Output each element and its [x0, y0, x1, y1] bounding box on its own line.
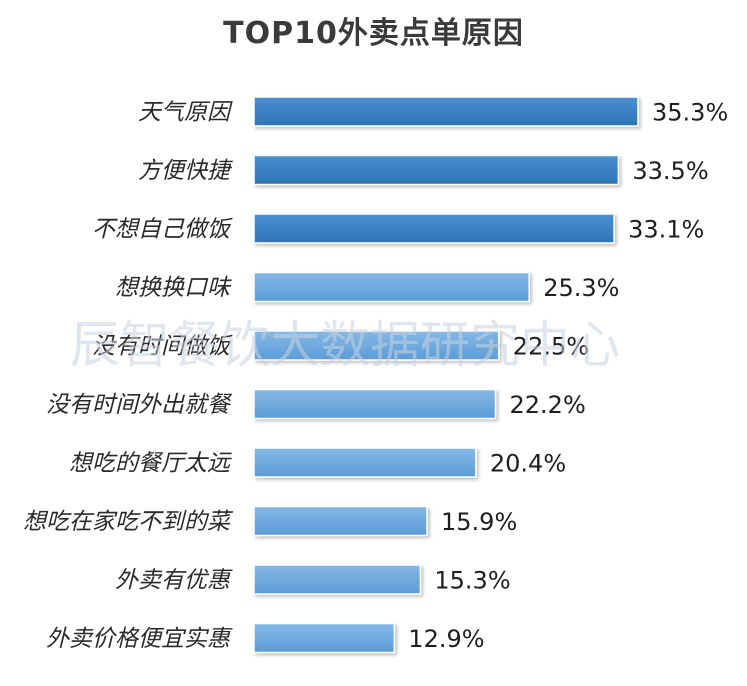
- category-label: 不想自己做饭: [92, 217, 233, 243]
- bar: [253, 96, 639, 127]
- bar: [253, 330, 500, 361]
- chart-title: TOP10外卖点单原因: [223, 16, 524, 51]
- bar: [253, 564, 422, 595]
- value-label: 22.5%: [513, 333, 589, 361]
- value-label: 22.2%: [510, 391, 586, 419]
- category-label: 想吃的餐厅太远: [69, 451, 232, 477]
- bar: [253, 213, 615, 244]
- category-label: 没有时间外出就餐: [46, 392, 233, 418]
- category-label: 方便快捷: [138, 158, 234, 184]
- bar: [253, 154, 620, 186]
- value-label: 15.3%: [434, 567, 510, 595]
- category-label: 天气原因: [138, 100, 233, 126]
- value-label: 12.9%: [408, 625, 484, 653]
- category-label: 外卖价格便宜实惠: [46, 626, 233, 652]
- bar: [253, 447, 477, 478]
- bar: [253, 271, 530, 303]
- category-label: 没有时间做饭: [92, 334, 233, 360]
- value-label: 25.3%: [543, 274, 619, 302]
- bar: [253, 388, 497, 420]
- value-label: 20.4%: [490, 450, 566, 478]
- value-label: 35.3%: [652, 99, 728, 127]
- category-label: 想换换口味: [115, 275, 232, 301]
- bar: [253, 505, 428, 537]
- value-label: 33.5%: [632, 157, 708, 185]
- bar: [253, 622, 396, 654]
- value-label: 15.9%: [441, 508, 517, 536]
- category-label: 想吃在家吃不到的菜: [23, 509, 234, 535]
- category-label: 外卖有优惠: [115, 568, 233, 594]
- value-label: 33.1%: [628, 216, 704, 244]
